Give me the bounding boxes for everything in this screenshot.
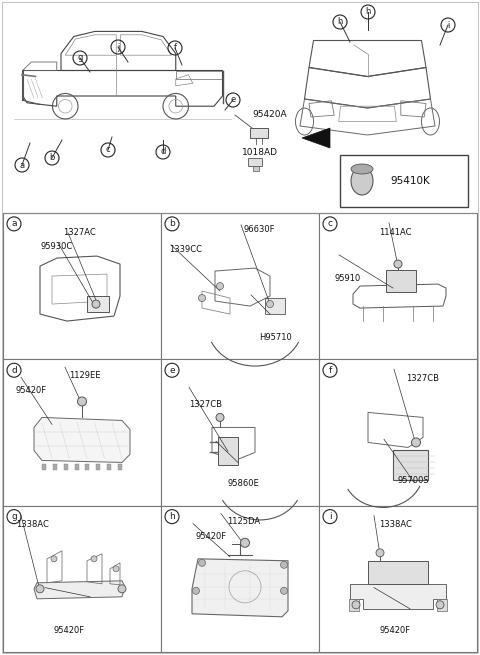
Bar bbox=[253, 166, 259, 171]
Bar bbox=[265, 298, 285, 314]
Bar bbox=[3, 506, 161, 652]
Bar bbox=[107, 464, 111, 470]
Text: h: h bbox=[365, 7, 371, 16]
Bar bbox=[42, 464, 46, 470]
Text: g: g bbox=[77, 54, 83, 62]
Text: 95420F: 95420F bbox=[196, 532, 227, 541]
Bar bbox=[340, 155, 468, 207]
Text: 95420F: 95420F bbox=[16, 386, 47, 394]
Bar bbox=[64, 464, 68, 470]
Circle shape bbox=[216, 282, 224, 290]
Bar bbox=[319, 213, 477, 359]
Text: 1327AC: 1327AC bbox=[63, 227, 96, 236]
Text: f: f bbox=[328, 365, 332, 375]
Text: h: h bbox=[337, 18, 343, 26]
Text: 95420A: 95420A bbox=[252, 110, 287, 119]
Circle shape bbox=[394, 260, 402, 268]
Ellipse shape bbox=[351, 167, 373, 195]
Text: c: c bbox=[106, 145, 110, 155]
Circle shape bbox=[91, 556, 97, 562]
Bar bbox=[319, 506, 477, 652]
Bar bbox=[386, 270, 416, 292]
Polygon shape bbox=[302, 128, 330, 148]
Circle shape bbox=[199, 559, 205, 567]
Text: d: d bbox=[11, 365, 17, 375]
Bar bbox=[161, 359, 319, 506]
Circle shape bbox=[192, 588, 200, 594]
Circle shape bbox=[352, 601, 360, 608]
Bar bbox=[118, 464, 122, 470]
Ellipse shape bbox=[351, 164, 373, 174]
Circle shape bbox=[240, 538, 250, 548]
Text: 1129EE: 1129EE bbox=[69, 371, 101, 380]
Text: 95410K: 95410K bbox=[390, 176, 430, 186]
Bar bbox=[85, 464, 89, 470]
Text: 1338AC: 1338AC bbox=[16, 520, 48, 529]
Text: i: i bbox=[329, 512, 331, 521]
Circle shape bbox=[118, 585, 126, 593]
Text: d: d bbox=[160, 147, 166, 157]
Polygon shape bbox=[192, 559, 288, 617]
Circle shape bbox=[36, 585, 44, 593]
Text: h: h bbox=[169, 512, 175, 521]
Text: 1018AD: 1018AD bbox=[242, 148, 278, 157]
Text: 95930C: 95930C bbox=[41, 242, 73, 251]
Circle shape bbox=[113, 566, 119, 572]
Bar bbox=[3, 213, 161, 359]
Bar bbox=[53, 464, 57, 470]
Polygon shape bbox=[350, 584, 446, 608]
Circle shape bbox=[199, 295, 205, 301]
Polygon shape bbox=[34, 417, 130, 462]
Circle shape bbox=[51, 556, 57, 562]
Polygon shape bbox=[34, 581, 125, 599]
Text: e: e bbox=[169, 365, 175, 375]
Text: e: e bbox=[230, 96, 236, 105]
Circle shape bbox=[77, 397, 86, 406]
Bar bbox=[218, 438, 238, 466]
Circle shape bbox=[280, 561, 288, 569]
Bar bbox=[319, 359, 477, 506]
Text: 96630F: 96630F bbox=[243, 225, 275, 234]
Bar bbox=[248, 158, 262, 166]
Text: 95910: 95910 bbox=[335, 274, 361, 284]
Text: 95420F: 95420F bbox=[379, 626, 410, 635]
Bar bbox=[437, 599, 447, 611]
Text: 1141AC: 1141AC bbox=[379, 227, 411, 236]
Circle shape bbox=[376, 549, 384, 557]
Circle shape bbox=[92, 300, 100, 308]
Bar bbox=[87, 296, 109, 312]
Text: H95710: H95710 bbox=[259, 333, 292, 342]
Text: f: f bbox=[173, 43, 177, 52]
Text: a: a bbox=[11, 219, 17, 229]
Bar bbox=[74, 464, 79, 470]
Text: b: b bbox=[169, 219, 175, 229]
Text: 1327CB: 1327CB bbox=[190, 400, 222, 409]
Text: 95420F: 95420F bbox=[54, 626, 84, 635]
Circle shape bbox=[280, 588, 288, 594]
Circle shape bbox=[411, 438, 420, 447]
Bar bbox=[349, 599, 359, 611]
Bar bbox=[96, 464, 100, 470]
Text: i: i bbox=[447, 20, 449, 29]
Text: 1339CC: 1339CC bbox=[169, 245, 202, 254]
Text: a: a bbox=[19, 160, 24, 170]
Text: 1125DA: 1125DA bbox=[228, 517, 261, 527]
Text: 95700S: 95700S bbox=[398, 476, 430, 485]
Text: g: g bbox=[11, 512, 17, 521]
Circle shape bbox=[436, 601, 444, 608]
Bar bbox=[161, 213, 319, 359]
Circle shape bbox=[266, 301, 274, 308]
Bar bbox=[393, 451, 428, 480]
Text: j: j bbox=[117, 43, 119, 52]
Polygon shape bbox=[368, 561, 428, 584]
Bar bbox=[161, 506, 319, 652]
Text: 1327CB: 1327CB bbox=[406, 374, 439, 383]
Bar bbox=[250, 128, 268, 138]
Text: 95860E: 95860E bbox=[228, 479, 259, 488]
Text: 1338AC: 1338AC bbox=[379, 520, 412, 529]
Text: c: c bbox=[327, 219, 333, 229]
Text: b: b bbox=[49, 153, 55, 162]
Circle shape bbox=[216, 413, 224, 421]
Bar bbox=[3, 359, 161, 506]
